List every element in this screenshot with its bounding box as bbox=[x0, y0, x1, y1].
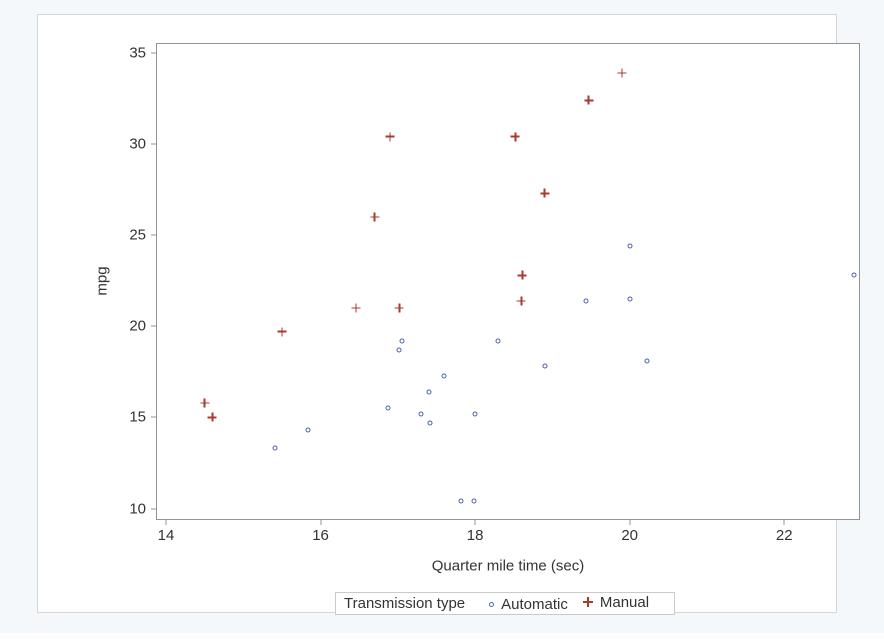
x-tick-mark bbox=[165, 520, 167, 525]
y-tick-mark bbox=[151, 508, 156, 510]
y-tick-mark bbox=[151, 416, 156, 418]
data-point-automatic bbox=[396, 347, 402, 353]
plot-area: 14 16 18 20 22 10 15 20 25 30 35 bbox=[129, 43, 860, 543]
data-point-automatic bbox=[644, 358, 650, 364]
data-point-automatic bbox=[542, 363, 548, 369]
x-tick-label: 18 bbox=[466, 527, 484, 544]
x-tick-label: 20 bbox=[621, 527, 639, 544]
data-point-manual bbox=[516, 296, 526, 306]
data-point-automatic bbox=[418, 411, 424, 417]
data-point-automatic bbox=[441, 373, 447, 378]
data-point-manual bbox=[277, 327, 287, 337]
legend-entry-automatic: Automatic bbox=[489, 596, 568, 613]
y-tick-mark bbox=[151, 234, 156, 236]
data-point-automatic bbox=[627, 243, 633, 249]
data-point-manual bbox=[517, 270, 527, 280]
data-point-automatic bbox=[583, 298, 589, 304]
legend-entries: Automatic Manual bbox=[489, 593, 650, 613]
data-point-automatic bbox=[426, 389, 432, 395]
data-point-automatic bbox=[851, 272, 857, 278]
y-tick-label: 35 bbox=[129, 44, 146, 62]
y-tick-mark bbox=[151, 143, 156, 145]
data-point-manual bbox=[540, 188, 550, 198]
y-axis-title: mpg bbox=[93, 266, 111, 296]
data-point-manual bbox=[351, 303, 361, 313]
x-tick-mark bbox=[783, 520, 785, 525]
y-tick-label: 20 bbox=[129, 317, 146, 335]
data-point-automatic bbox=[472, 411, 478, 417]
data-point-automatic bbox=[385, 405, 391, 411]
x-tick-label: 16 bbox=[312, 527, 329, 544]
plus-marker-icon bbox=[582, 597, 593, 608]
y-tick-mark bbox=[151, 52, 156, 54]
y-tick-label: 10 bbox=[129, 500, 146, 518]
y-tick-label: 30 bbox=[129, 135, 146, 153]
data-point-manual bbox=[370, 212, 380, 222]
x-tick-mark bbox=[474, 520, 476, 525]
data-point-manual bbox=[584, 95, 594, 105]
data-point-automatic bbox=[495, 338, 501, 344]
circle-marker-icon bbox=[489, 602, 495, 608]
data-point-automatic bbox=[272, 445, 278, 451]
legend-title: Transmission type bbox=[344, 595, 466, 612]
page-bottom-strip bbox=[0, 633, 884, 639]
data-point-manual bbox=[394, 303, 404, 313]
data-point-manual bbox=[207, 412, 217, 422]
data-point-automatic bbox=[458, 498, 464, 504]
graph-panel: mpg 14 16 18 20 22 10 15 20 25 30 35 Quarter mile… bbox=[37, 14, 860, 615]
legend-entry-label: Automatic bbox=[501, 596, 568, 614]
x-tick-label: 14 bbox=[157, 527, 175, 544]
x-tick-mark bbox=[320, 520, 322, 525]
legend-entry-label: Manual bbox=[599, 593, 650, 611]
data-point-manual bbox=[385, 132, 395, 142]
x-tick-label: 22 bbox=[775, 527, 793, 544]
data-point-automatic bbox=[471, 498, 477, 504]
data-point-automatic bbox=[627, 296, 633, 302]
data-point-automatic bbox=[427, 420, 433, 426]
data-point-automatic bbox=[399, 338, 405, 344]
data-point-manual bbox=[510, 132, 520, 142]
y-tick-label: 25 bbox=[129, 226, 146, 244]
x-tick-mark bbox=[629, 520, 631, 525]
x-axis-title: Quarter mile time (sec) bbox=[431, 557, 585, 575]
legend: Transmission type Automatic Manual bbox=[335, 592, 675, 615]
data-point-manual bbox=[200, 398, 210, 408]
legend-entry-manual: Manual bbox=[582, 593, 650, 611]
y-tick-label: 15 bbox=[129, 408, 146, 426]
data-point-manual bbox=[617, 68, 627, 78]
data-point-automatic bbox=[305, 427, 311, 433]
y-tick-mark bbox=[151, 325, 156, 327]
